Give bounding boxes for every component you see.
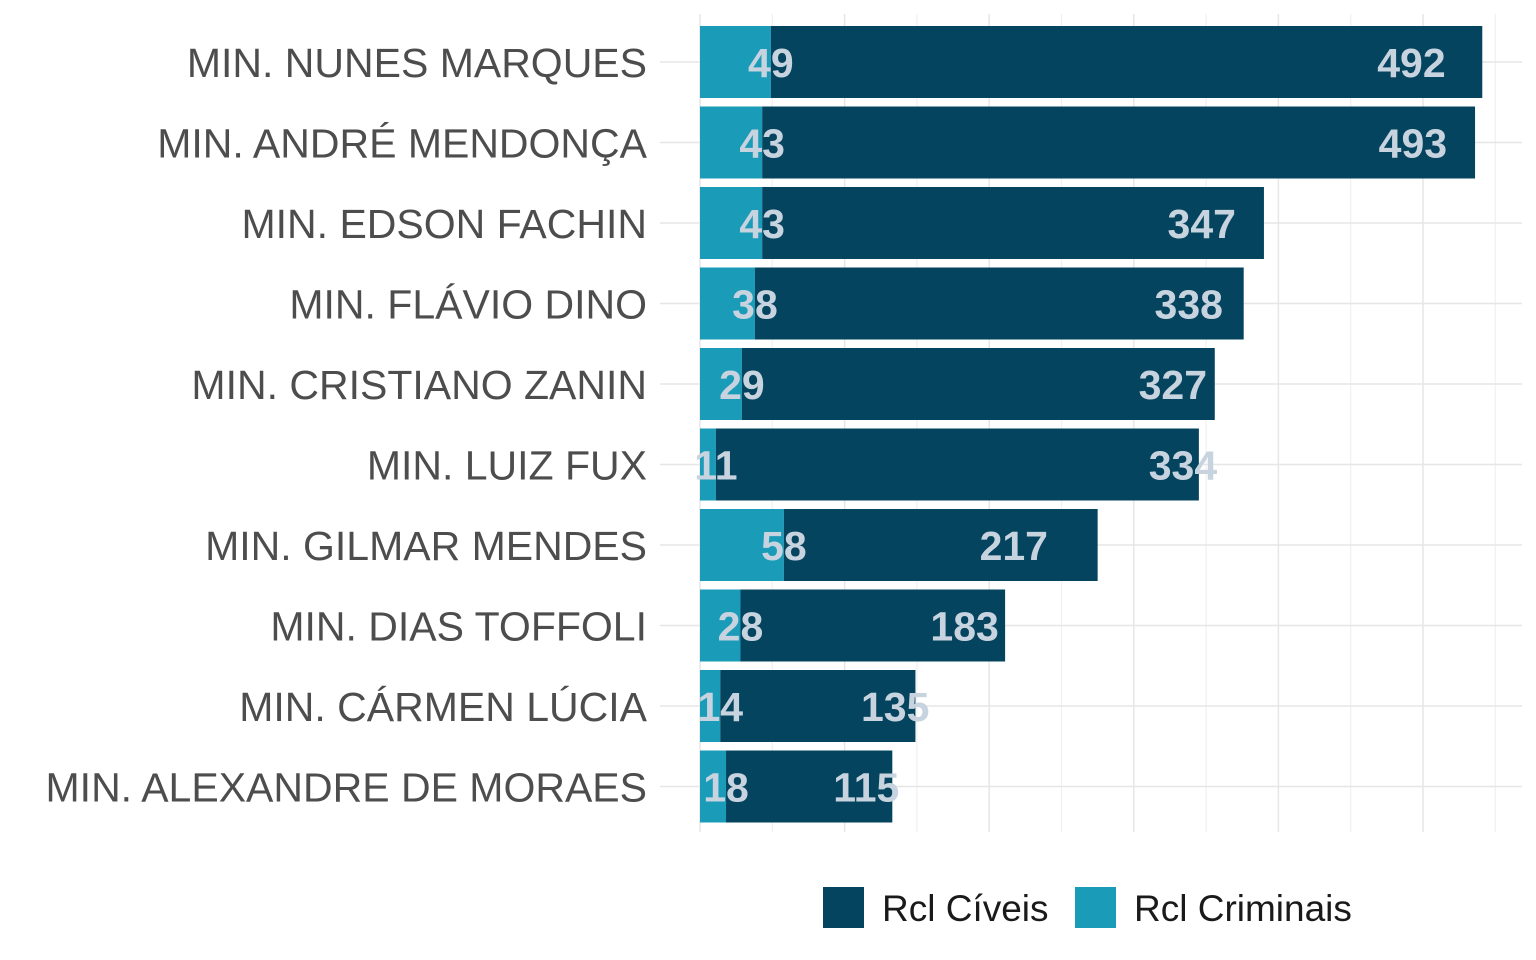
category-label: MIN. CÁRMEN LÚCIA — [239, 684, 647, 730]
value-label-rcl-civeis: 338 — [1155, 282, 1223, 328]
bar-rcl-civeis — [770, 26, 1483, 98]
bar-rcl-civeis — [754, 267, 1244, 340]
value-label-rcl-criminais: 49 — [748, 40, 794, 86]
bar-rcl-criminais — [700, 670, 721, 742]
bar-rcl-civeis — [720, 670, 916, 742]
bar-rcl-criminais — [700, 267, 755, 340]
bar-rcl-criminais — [700, 348, 742, 420]
legend-label: Rcl Cíveis — [882, 888, 1049, 929]
bar-rcl-criminais — [700, 750, 727, 823]
bar-rcl-criminais — [700, 26, 771, 98]
bar-rcl-criminais — [700, 187, 763, 259]
value-label-rcl-criminais: 38 — [732, 282, 778, 328]
bar-rcl-civeis — [741, 348, 1215, 420]
value-label-rcl-criminais: 11 — [694, 443, 737, 489]
category-label: MIN. ALEXANDRE DE MORAES — [46, 765, 647, 811]
bar-rcl-civeis — [783, 509, 1098, 581]
value-label-rcl-civeis: 493 — [1379, 121, 1447, 167]
category-label: MIN. GILMAR MENDES — [205, 523, 647, 569]
legend-key — [1075, 887, 1116, 928]
category-label: MIN. DIAS TOFFOLI — [270, 604, 647, 650]
value-label-rcl-civeis: 492 — [1377, 40, 1445, 86]
value-label-rcl-civeis: 334 — [1149, 443, 1218, 489]
value-label-rcl-criminais: 18 — [703, 765, 749, 811]
value-label-rcl-criminais: 29 — [719, 362, 765, 408]
value-label-rcl-criminais: 28 — [718, 604, 764, 650]
value-label-rcl-civeis: 217 — [980, 523, 1048, 569]
value-label-rcl-criminais: 14 — [697, 684, 743, 730]
legend-label: Rcl Criminais — [1134, 888, 1352, 929]
bar-rcl-civeis — [762, 106, 1476, 179]
value-label-rcl-criminais: 43 — [739, 121, 785, 167]
value-label-rcl-criminais: 43 — [739, 201, 785, 247]
bar-rcl-criminais — [700, 106, 763, 179]
bar-rcl-civeis — [762, 187, 1264, 259]
value-label-rcl-civeis: 327 — [1139, 362, 1207, 408]
bars — [700, 26, 1483, 823]
value-labels: 49 492 43 493 43 347 38 338 29 327 11 334 58 217 28 183… — [694, 40, 1447, 811]
category-label: MIN. NUNES MARQUES — [187, 40, 647, 86]
value-label-rcl-criminais: 58 — [761, 523, 807, 569]
bar-rcl-criminais — [700, 589, 741, 662]
category-label: MIN. EDSON FACHIN — [242, 201, 647, 247]
value-label-rcl-civeis: 115 — [833, 765, 899, 811]
value-label-rcl-civeis: 183 — [930, 604, 998, 650]
category-label: MIN. ANDRÉ MENDONÇA — [157, 121, 647, 167]
value-label-rcl-civeis: 347 — [1168, 201, 1236, 247]
category-label: MIN. FLÁVIO DINO — [289, 282, 647, 328]
bar-rcl-criminais — [700, 428, 716, 501]
bar-rcl-civeis — [715, 428, 1199, 501]
category-label: MIN. CRISTIANO ZANIN — [191, 362, 647, 408]
bar-rcl-civeis — [726, 750, 893, 823]
category-label: MIN. LUIZ FUX — [367, 443, 647, 489]
legend-key — [823, 887, 864, 928]
category-labels: MIN. NUNES MARQUES MIN. ANDRÉ MENDONÇA MIN… — [46, 40, 648, 811]
bar-rcl-criminais — [700, 509, 784, 581]
legend: Rcl Cíveis Rcl Criminais — [823, 887, 1352, 929]
bar-rcl-civeis — [740, 589, 1006, 662]
value-label-rcl-civeis: 135 — [861, 684, 929, 730]
